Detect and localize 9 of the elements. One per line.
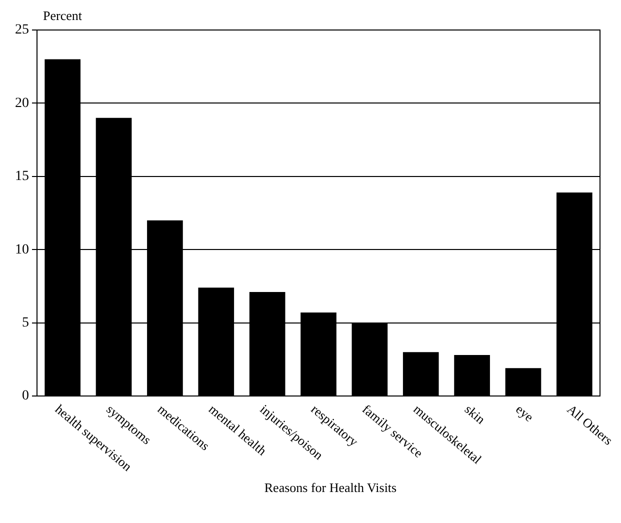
x-tick-label: eye xyxy=(513,401,537,425)
y-tick-label: 0 xyxy=(22,388,29,404)
y-tick-label: 15 xyxy=(15,169,29,184)
y-tick-label: 5 xyxy=(22,315,29,330)
x-axis-title: Reasons for Health Visits xyxy=(263,480,398,496)
y-axis-title: Percent xyxy=(43,8,82,24)
y-tick-label: 25 xyxy=(15,22,29,38)
y-tick-label: 10 xyxy=(15,242,29,258)
y-tick-label: 20 xyxy=(15,96,29,111)
